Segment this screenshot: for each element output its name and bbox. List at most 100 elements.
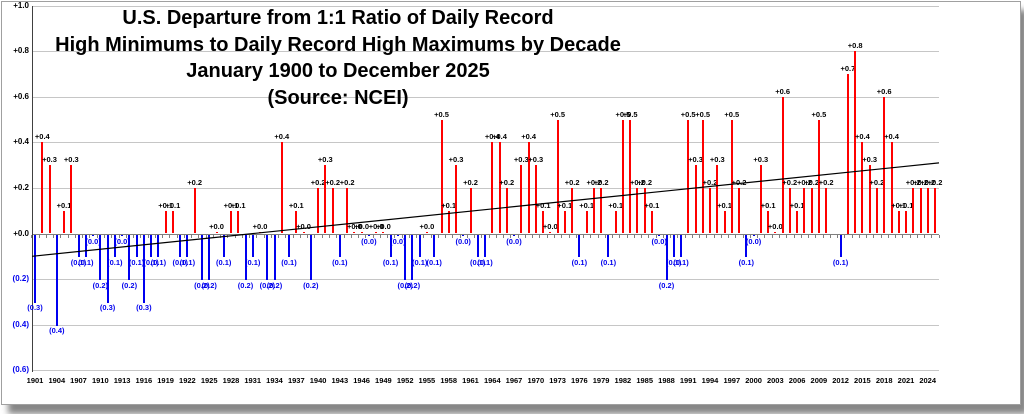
- bar-1934: [273, 234, 276, 281]
- bar-label-1980: (0.1): [600, 257, 617, 267]
- bar-2007: [803, 187, 806, 234]
- bar-label-1964: +0.4: [484, 132, 500, 142]
- year-tick: [31, 234, 33, 238]
- bar-label-1923: +0.2: [187, 177, 203, 187]
- year-tick: [38, 234, 40, 238]
- bar-label-1992: +0.3: [688, 155, 703, 165]
- bar-1979: [600, 187, 603, 234]
- year-tick: [53, 234, 55, 238]
- bar-label-1989: (0.1): [665, 257, 682, 267]
- x-axis-label: 1931: [244, 376, 262, 385]
- bar-label-1986: +0.1: [644, 200, 660, 210]
- year-tick: [786, 234, 788, 238]
- bar-label-1946: +0.0: [354, 221, 369, 231]
- bar-label-2018: +0.6: [876, 86, 892, 96]
- year-tick: [133, 234, 134, 238]
- year-tick: [60, 234, 62, 238]
- year-tick: [546, 234, 548, 238]
- bar-1981: [614, 210, 617, 234]
- bar-label-2001: +0.3: [753, 155, 769, 165]
- x-axis-label: 1913: [113, 376, 131, 385]
- bar-label-2005: +0.2: [782, 177, 798, 187]
- x-axis-label: 1937: [287, 376, 305, 385]
- gridline: [32, 51, 939, 53]
- bar-label-1939: (0.2): [303, 280, 319, 290]
- year-tick: [299, 234, 301, 238]
- bar-1956: [433, 234, 436, 258]
- x-axis-label: 1976: [571, 376, 588, 385]
- x-axis-label: 1925: [200, 376, 218, 385]
- year-tick: [74, 234, 76, 238]
- bar-label-1907: (0.1): [70, 257, 87, 267]
- bar-label-1953: (0.2): [404, 280, 421, 290]
- x-axis-label: 1946: [353, 376, 370, 385]
- x-axis-label: 1970: [527, 376, 545, 385]
- bar-1975: [571, 187, 574, 234]
- bar-1961: [469, 187, 472, 234]
- bar-1925: [208, 234, 211, 281]
- bar-label-1916: (0.3): [136, 303, 152, 313]
- bar-label-1991: +0.5: [680, 109, 696, 119]
- gridline: [32, 324, 939, 326]
- bar-2025: [934, 187, 936, 234]
- bar-1936: [288, 234, 290, 258]
- bar-1995: [716, 165, 719, 234]
- year-tick: [561, 234, 563, 238]
- bar-label-1937: +0.1: [288, 200, 304, 210]
- bar-label-1950: (0.1): [382, 257, 399, 267]
- bar-1989: [672, 234, 675, 258]
- x-axis-label: 2006: [788, 376, 806, 385]
- year-tick: [408, 234, 410, 238]
- year-tick: [641, 234, 643, 238]
- x-axis-label: 1961: [462, 376, 479, 385]
- x-axis-label: 2003: [766, 376, 784, 385]
- bar-label-2002: +0.1: [760, 200, 776, 210]
- bar-label-1997: +0.5: [724, 109, 740, 119]
- year-tick: [227, 234, 229, 238]
- bar-label-1918: (0.1): [150, 257, 167, 267]
- x-axis-label: 1910: [91, 376, 109, 385]
- chart-title-line-1: U.S. Departure from 1:1 Ratio of Daily R…: [122, 7, 554, 29]
- bar-2022: [912, 187, 915, 234]
- bar-label-1949: +0.0: [375, 221, 391, 231]
- bar-1964: [491, 142, 494, 234]
- bar-1921: [179, 234, 182, 258]
- bar-label-2006: +0.1: [789, 200, 805, 210]
- bar-1955: [425, 231, 428, 234]
- bar-label-1940: +0.2: [310, 177, 326, 187]
- bar-1994: [709, 187, 711, 234]
- bar-label-2025: +0.2: [927, 177, 943, 187]
- year-tick: [829, 234, 831, 238]
- year-tick: [873, 234, 875, 238]
- year-tick: [612, 234, 613, 238]
- year-tick: [140, 234, 142, 238]
- year-tick: [866, 234, 868, 238]
- year-tick: [423, 234, 425, 238]
- gridline: [32, 5, 939, 7]
- year-tick: [706, 234, 708, 238]
- bar-1946: [360, 231, 363, 234]
- y-axis-label: +0.4: [13, 137, 29, 147]
- bar-label-1912: (0.1): [107, 257, 123, 267]
- bar-label-1969: +0.4: [521, 132, 536, 142]
- bar-label-1910: (0.2): [92, 280, 109, 290]
- year-tick: [387, 234, 388, 238]
- year-tick: [779, 234, 780, 238]
- bar-1977: [585, 210, 588, 234]
- bar-label-2009: +0.5: [811, 109, 827, 119]
- year-tick: [162, 234, 163, 238]
- bar-label-1985: +0.2: [637, 177, 653, 187]
- bar-1927: [222, 234, 225, 258]
- bar-1932: [259, 231, 261, 234]
- bar-1931: [251, 234, 254, 258]
- bar-2001: [759, 165, 762, 234]
- year-tick: [111, 234, 113, 238]
- x-axis-label: 1955: [418, 376, 436, 385]
- year-tick: [495, 234, 497, 238]
- bar-1957: [440, 119, 443, 234]
- bar-label-2003: +0.0: [767, 221, 783, 231]
- x-axis-label: 1982: [614, 376, 632, 385]
- year-tick: [329, 234, 330, 238]
- bar-2003: [774, 231, 777, 234]
- bar-label-1977: +0.1: [579, 200, 594, 210]
